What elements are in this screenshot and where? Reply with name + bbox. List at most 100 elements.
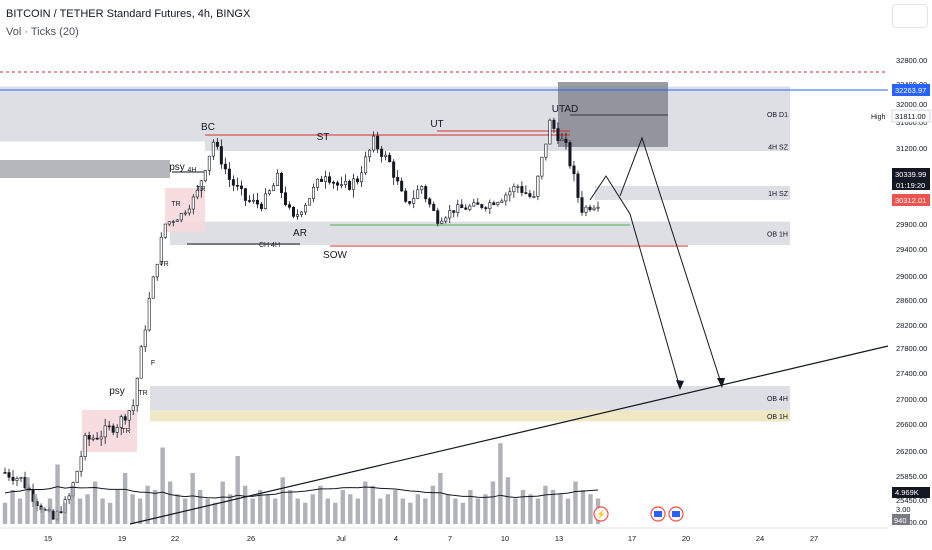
candle xyxy=(380,148,384,157)
volume-bar xyxy=(62,502,68,524)
candle xyxy=(548,119,552,145)
candle xyxy=(143,329,147,348)
candle xyxy=(75,470,79,483)
candle xyxy=(376,135,380,150)
volume-bar xyxy=(212,502,218,524)
candle xyxy=(584,206,588,213)
candle xyxy=(111,425,115,433)
y-tick-label: 32800.00 xyxy=(896,56,927,65)
candle xyxy=(267,190,271,195)
countdown-tag xyxy=(892,180,930,190)
candle xyxy=(348,180,352,190)
y-tick-label: 28200.00 xyxy=(896,321,927,330)
volume-bar xyxy=(460,502,466,524)
volume-bar xyxy=(558,494,563,524)
price-tag xyxy=(891,109,931,123)
candle xyxy=(287,204,291,208)
volume-bar xyxy=(130,494,135,524)
y-tick-label: 29400.00 xyxy=(896,245,927,254)
candle xyxy=(171,221,175,223)
volume-bar xyxy=(258,490,263,524)
candle xyxy=(243,188,247,201)
chart-settings-button[interactable] xyxy=(892,4,928,28)
x-tick-label: 10 xyxy=(501,534,509,543)
candle xyxy=(11,476,15,481)
candle xyxy=(424,186,428,200)
volume-bar xyxy=(318,485,323,524)
candle xyxy=(179,213,183,221)
candle xyxy=(131,405,135,411)
volume-bar xyxy=(205,498,210,524)
candle xyxy=(103,425,107,438)
candle xyxy=(524,192,528,194)
volume-indicator-label[interactable]: Vol · Ticks (20) xyxy=(6,26,79,38)
candle xyxy=(384,154,388,157)
candle xyxy=(404,190,408,202)
candle xyxy=(504,194,508,202)
arrowhead xyxy=(717,378,725,388)
candle xyxy=(223,163,227,170)
candle xyxy=(271,185,275,192)
volume-bar xyxy=(588,494,593,524)
y-tick-label: 27800.00 xyxy=(896,344,927,353)
volume-bar xyxy=(580,490,586,524)
candle xyxy=(255,199,259,205)
volume-bar xyxy=(438,473,443,524)
candle xyxy=(560,138,564,141)
volume-bar xyxy=(92,481,98,524)
zone-label: 1H SZ xyxy=(768,191,789,198)
zone-band xyxy=(150,410,790,422)
candle xyxy=(532,196,536,198)
volume-bar xyxy=(423,498,428,524)
candle xyxy=(231,179,235,186)
arrowhead xyxy=(676,380,684,390)
y-tick-label: 25450.00 xyxy=(896,496,927,505)
volume-bar xyxy=(490,481,496,524)
volume-bar xyxy=(160,447,165,524)
candle xyxy=(356,178,360,183)
candle xyxy=(540,156,544,177)
utad-box xyxy=(558,82,668,147)
candle xyxy=(163,223,167,238)
dividend-event-icon[interactable] xyxy=(593,506,609,522)
price-tag-label: 30339.99 xyxy=(895,170,926,179)
x-tick-label: 27 xyxy=(810,534,818,543)
wyckoff-annotation: UTAD xyxy=(552,104,578,115)
candle xyxy=(592,207,596,211)
wyckoff-annotation: TR xyxy=(121,428,130,435)
candle xyxy=(444,217,448,222)
reaccumulation-box xyxy=(165,188,205,232)
candle xyxy=(119,416,123,428)
candle xyxy=(183,212,187,215)
volume-bar xyxy=(348,494,353,524)
volume-ma-line xyxy=(4,486,599,499)
volume-bar xyxy=(295,498,300,524)
candle xyxy=(299,211,303,215)
candle xyxy=(191,196,195,210)
candle xyxy=(91,437,95,440)
left-supply-zone xyxy=(0,160,170,178)
volume-bar xyxy=(55,464,60,524)
candle xyxy=(159,236,163,265)
price-tag-label: 31811.00 xyxy=(895,112,926,121)
y-tick-label: 27400.00 xyxy=(896,369,927,378)
candle xyxy=(167,221,171,225)
candle xyxy=(19,476,23,479)
candle xyxy=(95,437,99,440)
zone-band xyxy=(170,221,790,245)
candle xyxy=(480,204,484,208)
volume-bar xyxy=(430,485,436,524)
volume-value-label: 4.969K xyxy=(895,488,919,497)
candle xyxy=(452,210,456,213)
zone-label: OB D1 xyxy=(767,112,788,119)
candle xyxy=(544,143,548,158)
candle xyxy=(203,170,207,182)
candle xyxy=(580,197,584,213)
volume-bar xyxy=(303,502,308,524)
y-tick-label: 29000.00 xyxy=(896,272,927,281)
candle xyxy=(279,172,283,193)
volume-bar xyxy=(190,473,195,524)
candle xyxy=(360,172,364,183)
candle xyxy=(372,135,376,151)
